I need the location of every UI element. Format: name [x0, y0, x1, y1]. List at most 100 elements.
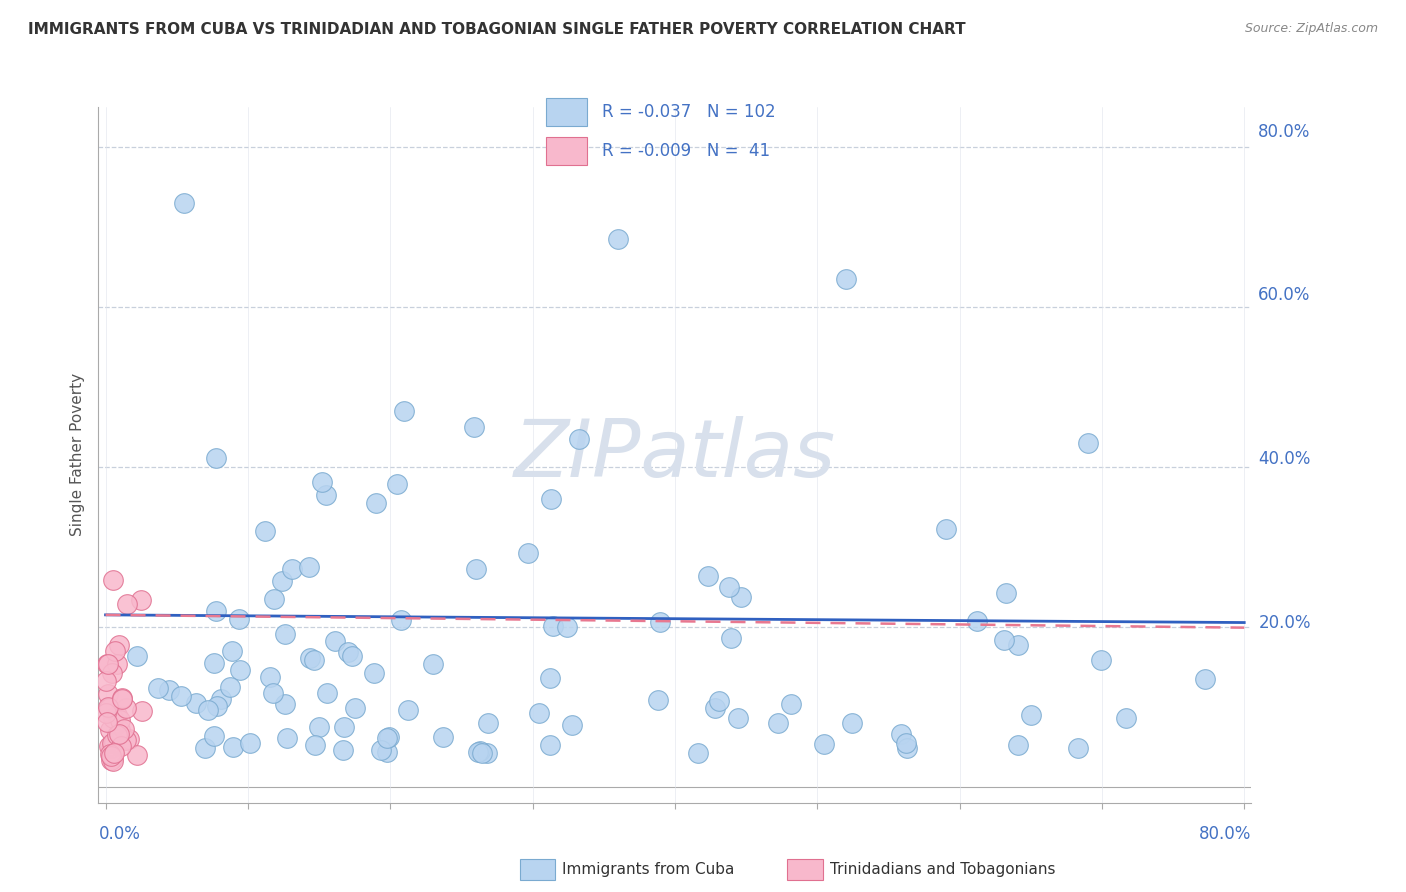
- Point: [170, 689, 193, 703]
- Point: [995, 586, 1018, 600]
- Point: [730, 590, 752, 604]
- Point: [105, 708, 128, 723]
- Point: [108, 638, 131, 652]
- Point: [529, 706, 551, 720]
- Point: [894, 736, 917, 750]
- Point: [779, 697, 801, 711]
- Text: 40.0%: 40.0%: [1258, 450, 1310, 468]
- Point: [463, 420, 485, 434]
- Point: [127, 747, 149, 762]
- Point: [1194, 672, 1216, 686]
- Point: [540, 491, 562, 506]
- Point: [94, 706, 117, 720]
- Point: [262, 686, 284, 700]
- Point: [97, 701, 120, 715]
- Point: [202, 656, 225, 670]
- Point: [228, 663, 250, 677]
- Text: Trinidadians and Tobagonians: Trinidadians and Tobagonians: [830, 863, 1054, 877]
- Point: [332, 721, 354, 735]
- Point: [538, 738, 561, 752]
- Point: [766, 716, 789, 731]
- Point: [108, 723, 131, 737]
- Point: [103, 755, 125, 769]
- Point: [101, 751, 124, 765]
- Text: IMMIGRANTS FROM CUBA VS TRINIDADIAN AND TOBAGONIAN SINGLE FATHER POVERTY CORRELA: IMMIGRANTS FROM CUBA VS TRINIDADIAN AND …: [28, 22, 966, 37]
- Point: [471, 746, 494, 760]
- Bar: [546, 98, 588, 127]
- Point: [103, 644, 125, 658]
- Point: [94, 673, 117, 688]
- Point: [561, 717, 583, 731]
- Point: [108, 713, 131, 727]
- Point: [270, 574, 292, 589]
- Point: [115, 701, 138, 715]
- Text: R = -0.037   N = 102: R = -0.037 N = 102: [602, 103, 776, 121]
- Point: [323, 633, 346, 648]
- Point: [98, 723, 121, 737]
- Point: [117, 597, 139, 611]
- Point: [103, 746, 125, 760]
- Point: [197, 703, 219, 717]
- Point: [464, 561, 486, 575]
- Point: [813, 737, 835, 751]
- Bar: [546, 136, 588, 165]
- Point: [100, 665, 122, 680]
- Point: [112, 722, 135, 736]
- Point: [274, 627, 297, 641]
- Point: [221, 644, 243, 658]
- Point: [254, 524, 277, 539]
- Text: R = -0.009   N =  41: R = -0.009 N = 41: [602, 142, 770, 160]
- Point: [332, 743, 354, 757]
- Point: [298, 651, 321, 665]
- Point: [364, 496, 387, 510]
- Point: [475, 747, 498, 761]
- Point: [219, 680, 242, 694]
- Point: [125, 648, 148, 663]
- Point: [110, 739, 132, 753]
- Point: [650, 615, 672, 629]
- Point: [118, 732, 141, 747]
- Point: [100, 747, 122, 761]
- Point: [157, 682, 180, 697]
- Point: [1077, 436, 1099, 450]
- Point: [340, 649, 363, 664]
- Point: [100, 741, 122, 756]
- Text: 20.0%: 20.0%: [1258, 614, 1310, 632]
- Point: [727, 711, 749, 725]
- Point: [97, 700, 120, 714]
- Point: [1007, 638, 1029, 652]
- Point: [834, 272, 856, 286]
- Point: [148, 681, 170, 695]
- Point: [304, 738, 326, 752]
- Point: [363, 665, 385, 680]
- Text: 80.0%: 80.0%: [1258, 122, 1310, 141]
- Point: [96, 715, 118, 730]
- Point: [304, 653, 326, 667]
- Point: [935, 522, 957, 536]
- Point: [396, 703, 419, 717]
- Point: [422, 657, 444, 671]
- Point: [239, 736, 262, 750]
- Point: [375, 731, 398, 745]
- Point: [263, 591, 285, 606]
- Point: [841, 716, 863, 731]
- Point: [111, 691, 134, 706]
- Point: [1007, 739, 1029, 753]
- Point: [186, 696, 208, 710]
- Point: [538, 671, 561, 685]
- Point: [470, 744, 492, 758]
- Point: [389, 613, 412, 627]
- Point: [105, 657, 128, 671]
- Point: [194, 740, 217, 755]
- Point: [100, 749, 122, 764]
- Point: [432, 730, 454, 744]
- Point: [97, 686, 120, 700]
- Text: Immigrants from Cuba: Immigrants from Cuba: [562, 863, 735, 877]
- Text: ZIPatlas: ZIPatlas: [513, 416, 837, 494]
- Point: [993, 633, 1015, 648]
- Point: [647, 693, 669, 707]
- Point: [315, 686, 337, 700]
- Point: [477, 716, 499, 731]
- Point: [205, 450, 228, 465]
- Point: [111, 692, 134, 706]
